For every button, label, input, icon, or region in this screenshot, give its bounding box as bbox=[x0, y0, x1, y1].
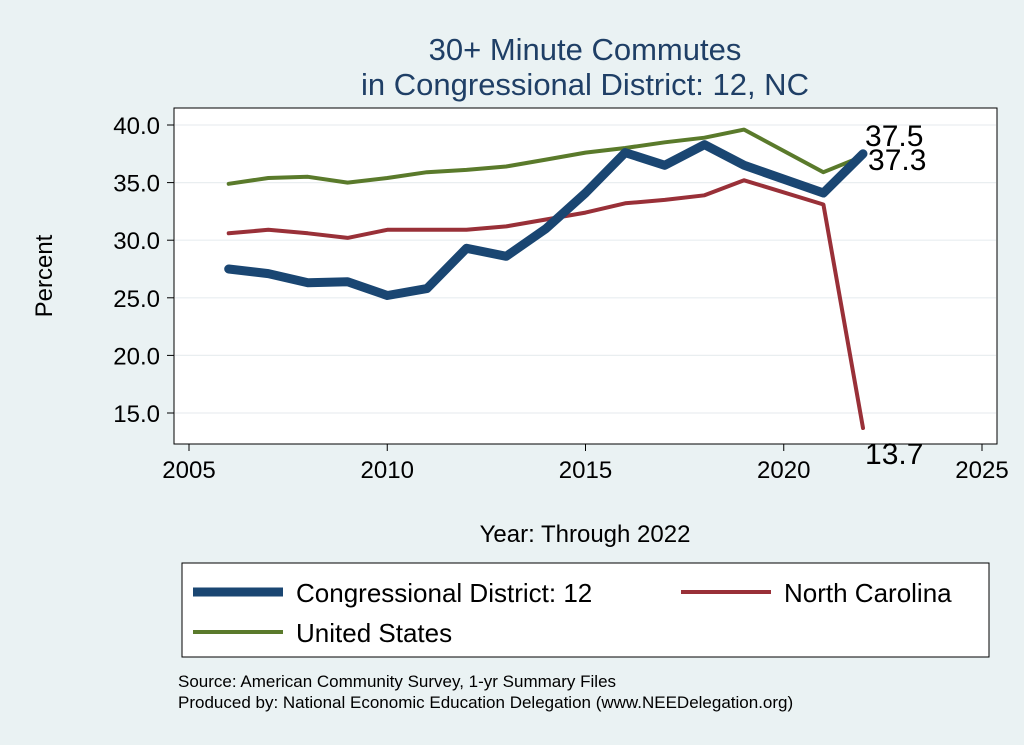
legend-label-district: Congressional District: 12 bbox=[296, 578, 592, 608]
y-tick-label: 30.0 bbox=[113, 228, 160, 255]
series-line-district bbox=[224, 140, 868, 300]
series-line-united-states bbox=[226, 127, 865, 186]
chart-title-line-2: in Congressional District: 12, NC bbox=[361, 67, 809, 102]
series-lines bbox=[224, 127, 868, 430]
end-label-north-carolina: 13.7 bbox=[865, 438, 923, 471]
legend-box bbox=[181, 562, 990, 658]
end-labels: 37.5 13.7 37.3 bbox=[865, 120, 926, 471]
y-axis-title: Percent bbox=[31, 234, 58, 317]
legend: Congressional District: 12 North Carolin… bbox=[181, 562, 990, 658]
producer-note: Produced by: National Economic Education… bbox=[178, 693, 793, 712]
source-note: Source: American Community Survey, 1-yr … bbox=[178, 672, 616, 691]
y-tick-label: 35.0 bbox=[113, 171, 160, 198]
x-tick-label: 2020 bbox=[757, 457, 810, 484]
x-axis-title: Year: Through 2022 bbox=[480, 521, 691, 548]
y-tick-label: 20.0 bbox=[113, 343, 160, 370]
series-line-north-carolina bbox=[226, 178, 865, 430]
y-tick-label: 40.0 bbox=[113, 113, 160, 140]
y-tick-label: 15.0 bbox=[113, 401, 160, 428]
x-axis: 2005 2010 2015 2020 2025 bbox=[162, 444, 1009, 484]
y-tick-label: 25.0 bbox=[113, 286, 160, 313]
x-tick-label: 2025 bbox=[955, 457, 1008, 484]
legend-label-north-carolina: North Carolina bbox=[784, 578, 952, 608]
x-tick-label: 2010 bbox=[361, 457, 414, 484]
end-label-district: 37.5 bbox=[865, 120, 923, 153]
y-axis: 15.0 20.0 25.0 30.0 35.0 40.0 bbox=[113, 113, 174, 428]
chart-title-line-1: 30+ Minute Commutes bbox=[429, 32, 742, 67]
x-tick-label: 2015 bbox=[559, 457, 612, 484]
plot-area bbox=[173, 107, 998, 445]
end-label-united-states: 37.3 bbox=[868, 144, 926, 177]
legend-label-united-states: United States bbox=[296, 618, 452, 648]
x-tick-label: 2005 bbox=[162, 457, 215, 484]
